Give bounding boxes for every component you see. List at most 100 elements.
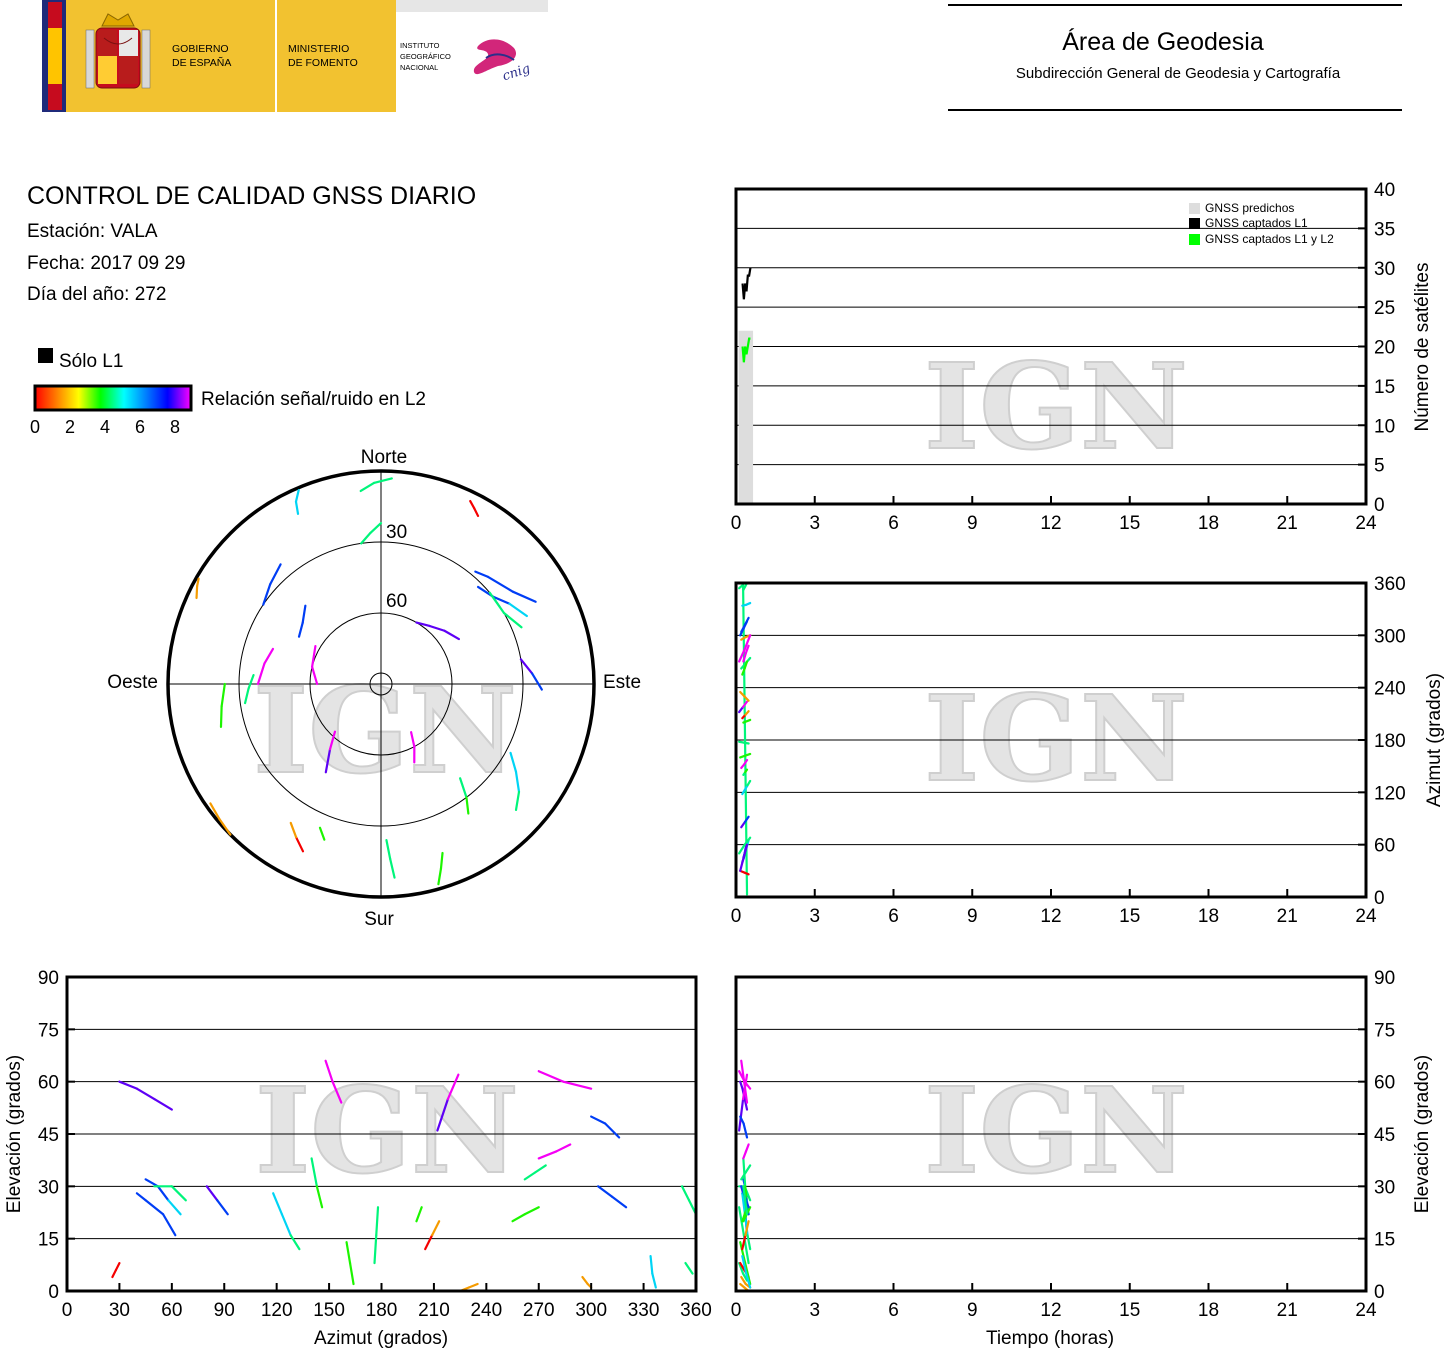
satellites-xtick-label-21: 21 — [1277, 513, 1298, 534]
satellites-ytick-label-0: 0 — [1374, 495, 1385, 516]
elev-time-ticks: 0 15 30 45 60 75 90 0 3 6 9 12 15 18 21 24 — [731, 968, 1395, 1321]
skyplot-track-13-seg-0 — [294, 836, 305, 853]
azimuth-track-7-seg-1 — [743, 815, 750, 824]
elev-time-track-20-seg-1 — [743, 1080, 752, 1090]
azimuth-ytick-label-60: 60 — [1374, 836, 1395, 857]
azimuth-track-23-seg-1 — [745, 601, 752, 606]
skyplot-track-2-seg-1 — [196, 577, 200, 588]
elev-azimuth-track-3-seg-1 — [144, 1199, 165, 1216]
satellites-xtick-label-9: 9 — [967, 513, 978, 534]
elev-azimuth-track-17-seg-1 — [534, 1164, 547, 1174]
elev-azimuth-track-8-seg-2 — [289, 1234, 301, 1251]
azimuth-ylabel: Azimut (grados) — [1424, 673, 1445, 807]
satellites-series — [738, 267, 754, 504]
legend-label-predichos: GNSS predichos — [1205, 201, 1294, 215]
skyplot-track-4-seg-1 — [491, 595, 511, 605]
elev-azimuth-track-9-seg-1 — [315, 1185, 324, 1209]
skyplot-track-24-seg-0 — [360, 531, 372, 545]
elev-azimuth-xtick-label-360: 360 — [680, 1300, 712, 1321]
elev-azimuth-ticks: 0 15 30 45 60 75 90 0 30 60 90 120 150 180 210 240 270 30… — [38, 968, 712, 1321]
skyplot-track-8-seg-1 — [514, 770, 521, 793]
skyplot-tracks — [195, 477, 543, 886]
skyplot-track-15-seg-1 — [328, 730, 337, 751]
elev-azimuth-ytick-label-45: 45 — [38, 1125, 59, 1146]
azimuth-track-13-seg-1 — [744, 710, 750, 716]
elev-azimuth-track-11-seg-0 — [345, 1241, 352, 1265]
elev-time-track-19-seg-1 — [744, 1143, 750, 1153]
elev-azimuth-track-18-seg-1 — [523, 1206, 540, 1216]
azimuth-xtick-label-6: 6 — [888, 906, 899, 927]
elev-azimuth-watermark: IGN — [255, 1061, 519, 1200]
report-title: CONTROL DE CALIDAD GNSS DIARIO — [27, 182, 476, 210]
azimuth-tracks — [738, 581, 752, 896]
elev-time-ytick-label-0: 0 — [1374, 1282, 1385, 1303]
skyplot-track-7-seg-1 — [530, 672, 543, 691]
elev-time-track-6-seg-0 — [739, 1080, 744, 1090]
skyplot-track-8-seg-0 — [509, 751, 518, 773]
skyplot-track-1-seg-0 — [473, 507, 480, 518]
skyplot-label-north: Norte — [361, 447, 407, 468]
satellites-legend: GNSS predichos GNSS captados L1 GNSS cap… — [1189, 201, 1334, 246]
azimuth-track-8-seg-2 — [746, 779, 752, 787]
skyplot-track-13-seg-1 — [289, 821, 298, 839]
satellites-ytick-label-30: 30 — [1374, 259, 1395, 280]
skyplot-ring-label-30: 30 — [386, 522, 407, 543]
elev-azimuth-track-8-seg-1 — [280, 1213, 292, 1237]
azimuth-watermark: IGN — [924, 669, 1188, 808]
skyplot-track-19-seg-1 — [263, 647, 275, 665]
elev-azimuth-track-7-seg-1 — [216, 1199, 229, 1216]
skyplot-track-3-seg-0 — [474, 570, 490, 578]
azimuth-track-5-seg-1 — [743, 836, 752, 846]
skyplot-track-8-seg-2 — [514, 790, 521, 811]
snr-tick-6: 6 — [135, 417, 145, 437]
elev-azimuth-track-21-seg-0 — [590, 1115, 607, 1125]
elev-time-track-2-seg-0 — [740, 1275, 747, 1286]
skyplot-track-10-seg-1 — [389, 857, 396, 879]
elev-azimuth-track-6-seg-1 — [135, 1087, 156, 1101]
skyplot-track-5-seg-0 — [488, 591, 506, 615]
skyplot-track-2-seg-0 — [195, 585, 199, 600]
elev-azimuth-xtick-label-30: 30 — [109, 1300, 130, 1321]
elev-time-xtick-label-15: 15 — [1119, 1300, 1140, 1321]
elev-azimuth-track-3-seg-0 — [135, 1192, 147, 1202]
elev-azimuth-track-15-seg-1 — [446, 1073, 460, 1101]
azimuth-track-20-seg-0 — [738, 648, 746, 663]
snr-colorbar — [33, 384, 193, 412]
elev-azimuth-track-9-seg-0 — [310, 1157, 318, 1188]
elev-azimuth-ytick-label-0: 0 — [48, 1282, 59, 1303]
skyplot-track-16-seg-0 — [209, 802, 221, 821]
skyplot-track-20-seg-1 — [311, 645, 317, 668]
skyplot-track-23-seg-1 — [294, 489, 300, 503]
legend-label-l1: GNSS captados L1 — [1205, 216, 1308, 230]
skyplot-track-20-seg-0 — [311, 665, 319, 686]
satellites-xtick-label-24: 24 — [1355, 513, 1377, 534]
skyplot-track-21-seg-0 — [297, 621, 304, 638]
info-block: CONTROL DE CALIDAD GNSS DIARIO Estación:… — [27, 182, 476, 437]
solo-l1-label: Sólo L1 — [59, 351, 123, 372]
elev-azimuth-xtick-label-120: 120 — [261, 1300, 293, 1321]
azimuth-ytick-label-0: 0 — [1374, 888, 1385, 909]
elev-azimuth-track-22-seg-1 — [611, 1195, 628, 1209]
elev-azimuth-track-19-seg-1 — [555, 1143, 572, 1153]
elev-time-track-23-seg-1 — [745, 1272, 752, 1289]
area-title: Área de Geodesia — [1062, 27, 1264, 56]
elev-azimuth-track-3-seg-2 — [161, 1213, 177, 1237]
satellites-gridlines — [736, 227, 1366, 466]
elev-time-watermark: IGN — [924, 1061, 1188, 1200]
elev-azimuth-track-17-seg-0 — [523, 1171, 537, 1181]
skyplot-track-6-seg-1 — [428, 624, 446, 632]
azimuth-track-6-seg-1 — [741, 852, 746, 864]
elev-azimuth-gridlines — [67, 1028, 696, 1240]
satellites-chart: IGN 0 5 10 15 20 25 30 35 40 0 3 6 9 12 15 18 21 24 Númer… — [731, 180, 1433, 534]
elev-azimuth-track-19-seg-0 — [537, 1150, 558, 1160]
satellites-ytick-label-35: 35 — [1374, 219, 1395, 240]
legend-swatch-l1l2 — [1189, 234, 1200, 245]
elev-azimuth-track-12-seg-1 — [331, 1080, 343, 1104]
series-line-l1l2 — [741, 337, 751, 363]
satellites-watermark: IGN — [924, 337, 1188, 476]
elev-azimuth-track-1-seg-1 — [111, 1268, 118, 1279]
elev-time-ytick-label-75: 75 — [1374, 1020, 1395, 1041]
azimuth-xtick-label-21: 21 — [1277, 906, 1298, 927]
azimuth-ytick-label-360: 360 — [1374, 574, 1406, 595]
